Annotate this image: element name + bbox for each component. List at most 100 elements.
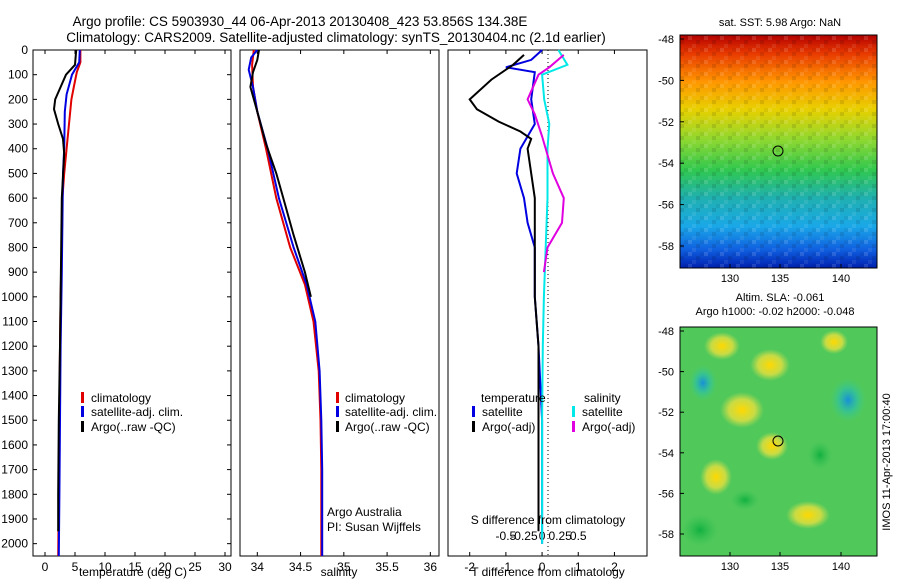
temperature-panel: 0 5 10 15 20 25 30 010020030040050060070080090…	[1, 43, 647, 579]
temperature-legend: climatology satellite-adj. clim. Argo(..…	[81, 391, 183, 434]
map-y-tick-label: -50	[658, 367, 674, 379]
x-tick-label: -1	[501, 560, 512, 574]
depth-tick-label: 300	[8, 117, 28, 131]
map-y-tick-label: -52	[658, 407, 674, 419]
depth-tick-label: 1000	[1, 290, 28, 304]
legend-header-salinity: salinity	[584, 391, 621, 405]
temperature-x-ticks: 0 5 10 15 20 25 30	[42, 50, 232, 574]
sla-blob	[731, 490, 759, 510]
series-line	[52, 49, 78, 532]
depth-tick-label: 500	[8, 166, 28, 180]
legend-label-satellite: satellite-adj. clim.	[91, 405, 183, 419]
difference-legend: temperature salinity satellite Argo(-adj…	[472, 391, 635, 434]
series-line	[247, 49, 324, 556]
map-x-tick-label: 135	[771, 273, 789, 285]
depth-tick-label: 1800	[1, 487, 28, 501]
s-tick-label: 0.25	[548, 529, 572, 543]
salinity-xlabel: salinity	[321, 565, 358, 579]
temperature-xlabel: temperature (deg C)	[79, 565, 187, 579]
difference-panel: -2 -1 0 1 2-0.5-0.25 0 0.250.5 temperature sal…	[447, 49, 648, 579]
sla-map-blobs	[682, 330, 866, 546]
x-tick-label: 36	[424, 560, 438, 574]
depth-tick-label: 1600	[1, 438, 28, 452]
legend-swatch-argo	[81, 421, 84, 432]
legend-swatch-t-satellite	[472, 406, 475, 417]
x-tick-label: 0	[539, 560, 546, 574]
series-line	[541, 49, 569, 544]
sla-blob	[808, 441, 832, 469]
argo-position-marker	[772, 145, 784, 157]
sst-map-title: sat. SST: 5.98 Argo: NaN	[719, 17, 841, 29]
map-y-tick-label: -48	[658, 34, 674, 46]
imos-timestamp: IMOS 11-Apr-2013 17:00:40	[881, 393, 893, 530]
depth-tick-label: 1500	[1, 413, 28, 427]
depth-tick-label: 900	[8, 265, 28, 279]
map-y-tick-label: -52	[658, 117, 674, 129]
legend-swatch-s-argo	[572, 421, 575, 432]
series-line	[526, 54, 565, 273]
sla-blob	[682, 514, 718, 546]
difference-top-xlabel: S difference from climatology	[471, 513, 626, 527]
depth-tick-label: 1900	[1, 512, 28, 526]
legend-label-s-satellite: satellite	[582, 405, 623, 419]
sst-map-texture	[680, 35, 877, 268]
sla-blob	[756, 432, 788, 460]
legend-swatch-s-satellite	[572, 406, 575, 417]
temperature-axes-box	[32, 49, 232, 557]
x-tick-label: 25	[188, 560, 202, 574]
legend-swatch-climatology	[81, 392, 84, 403]
annotation-argo-australia: Argo Australia	[327, 505, 402, 519]
x-tick-label: 0	[42, 560, 49, 574]
legend-swatch-satellite	[81, 406, 84, 417]
sla-blob	[700, 459, 732, 495]
map-y-tick-label: -56	[658, 488, 674, 500]
salinity-panel: 34 34.5 35 35.5 36 climatology satellite-adj…	[239, 49, 440, 579]
map-y-tick-label: -54	[658, 158, 674, 170]
sla-blob	[720, 392, 764, 428]
depth-tick-label: 200	[8, 92, 28, 106]
map-x-tick-label: 135	[771, 561, 789, 573]
legend-header-temperature: temperature	[481, 391, 546, 405]
depth-tick-label: 0	[21, 43, 28, 57]
difference-xlabel: T difference from climatology	[471, 565, 625, 579]
salinity-lines	[247, 49, 324, 556]
x-tick-label: 35	[337, 560, 351, 574]
depth-tick-label: 1400	[1, 389, 28, 403]
map-y-tick-label: -54	[658, 448, 674, 460]
salinity-legend: climatology satellite-adj. clim. Argo(..…	[336, 391, 437, 434]
series-line	[468, 54, 540, 532]
legend-label-climatology: climatology	[345, 391, 405, 405]
sla-blob	[750, 349, 790, 381]
temperature-lines	[52, 49, 82, 557]
salinity-x-ticks: 34 34.5 35 35.5 36	[251, 50, 438, 574]
x-tick-label: 20	[158, 560, 172, 574]
sst-map-ticks: 130 135 140 -48 -50 -52 -54 -56 -58	[658, 34, 850, 285]
x-tick-label: 2	[611, 560, 618, 574]
legend-swatch-climatology	[336, 392, 339, 403]
x-tick-label: 34.5	[289, 560, 313, 574]
sla-blob	[704, 332, 740, 360]
sla-map-title: Altim. SLA: -0.061	[736, 292, 825, 304]
map-y-tick-label: -56	[658, 200, 674, 212]
sla-map-ticks: 130 135 140 -48 -50 -52 -54 -56 -58	[658, 326, 850, 573]
sla-map: Altim. SLA: -0.061 Argo h1000: -0.02 h20…	[658, 292, 878, 573]
legend-label-t-satellite: satellite	[482, 405, 523, 419]
x-tick-label: 30	[218, 560, 232, 574]
sst-map: sat. SST: 5.98 Argo: NaN 130 135 140 -48 -50…	[658, 17, 878, 285]
depth-tick-label: 600	[8, 191, 28, 205]
x-tick-label: 5	[72, 560, 79, 574]
x-tick-label: 35.5	[375, 560, 399, 574]
map-x-tick-label: 140	[832, 273, 850, 285]
legend-label-satellite: satellite-adj. clim.	[345, 405, 437, 419]
x-tick-label: -2	[464, 560, 475, 574]
x-tick-label: 34	[251, 560, 265, 574]
title-line-2: Climatology: CARS2009. Satellite-adjuste…	[66, 30, 606, 45]
legend-label-argo: Argo(..raw -QC)	[345, 420, 430, 434]
title-line-1: Argo profile: CS 5903930_44 06-Apr-2013 …	[73, 14, 528, 29]
x-tick-label: 15	[128, 560, 142, 574]
legend-swatch-t-argo	[472, 421, 475, 432]
s-tick-label: -0.25	[510, 529, 538, 543]
sla-map-subtitle: Argo h1000: -0.02 h2000: -0.048	[695, 306, 854, 318]
legend-label-climatology: climatology	[91, 391, 151, 405]
sla-blob	[830, 378, 866, 422]
